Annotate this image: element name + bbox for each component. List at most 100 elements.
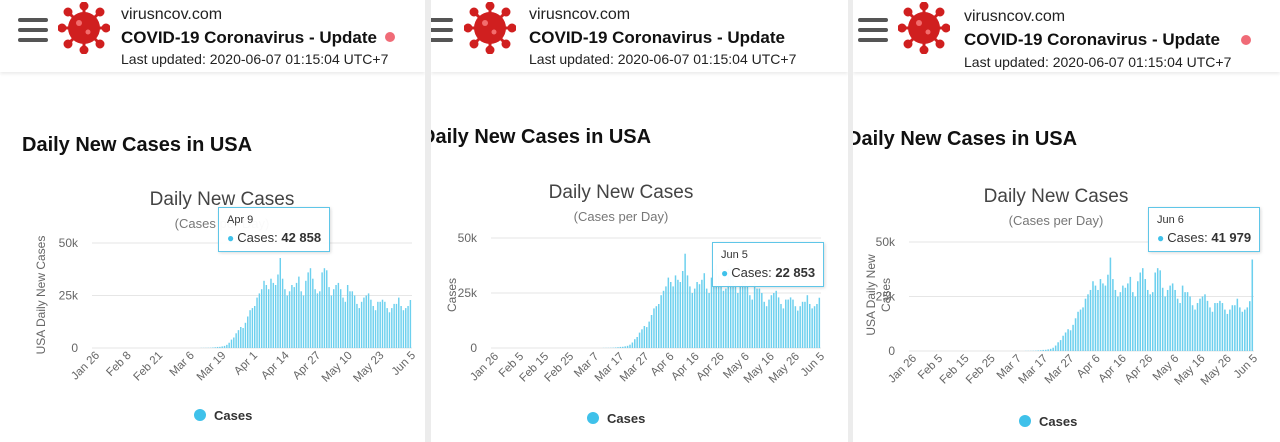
bar: [665, 286, 667, 348]
bar: [237, 330, 240, 348]
bar: [256, 297, 258, 348]
bar: [1166, 289, 1169, 351]
bar: [305, 280, 307, 348]
bar: [1211, 311, 1214, 351]
x-tick-label: Jun 5: [390, 350, 418, 378]
bar: [221, 346, 223, 348]
bar: [775, 290, 777, 348]
section-title: Daily New Cases in USA: [22, 134, 253, 156]
bar: [1109, 257, 1112, 351]
bar: [328, 287, 330, 348]
bar: [1124, 287, 1127, 351]
bar: [715, 264, 718, 348]
bar: [214, 347, 216, 348]
bar: [1074, 318, 1077, 351]
bar: [265, 285, 268, 348]
bar: [638, 332, 641, 348]
bar: [737, 293, 739, 348]
bar: [279, 258, 281, 348]
bar: [353, 295, 356, 348]
bar: [1117, 296, 1119, 351]
y-tick-label: 50k: [59, 236, 79, 250]
bar: [777, 297, 780, 348]
x-tick-label: Feb 25: [964, 353, 998, 387]
bar: [1214, 303, 1216, 351]
bar: [629, 344, 631, 348]
hamburger-menu-icon[interactable]: [858, 18, 888, 42]
last-updated: Last updated: 2020-06-07 01:15:04 UTC+7: [964, 54, 1232, 70]
y-axis-title: USA Daily New: [864, 254, 878, 336]
bar: [684, 253, 686, 348]
bar: [1204, 294, 1206, 351]
bar: [367, 293, 370, 348]
bar: [223, 345, 226, 348]
y-axis-title: USA Daily New Cases: [34, 236, 48, 355]
bar: [284, 289, 286, 348]
bar: [1246, 307, 1249, 351]
bar: [689, 286, 691, 348]
bar: [761, 293, 763, 348]
bar: [302, 295, 305, 348]
bar: [792, 299, 794, 348]
x-tick-label: Jun 5: [799, 351, 827, 379]
bar: [626, 345, 629, 348]
bar: [300, 291, 302, 348]
bar: [669, 282, 672, 348]
bar: [1077, 311, 1079, 351]
bar: [1112, 279, 1114, 351]
bar: [782, 308, 785, 348]
bar: [1102, 283, 1104, 351]
chart-tooltip: Jun 6 ● Cases: 41 979: [1148, 207, 1261, 252]
bar: [720, 286, 722, 348]
x-tick-label: May 23: [351, 350, 386, 385]
bar: [653, 308, 655, 348]
bar: [212, 347, 214, 348]
site-domain[interactable]: virusncov.com: [964, 8, 1066, 25]
bar: [316, 293, 319, 348]
bar: [1216, 303, 1219, 351]
bar: [686, 275, 689, 348]
bar: [349, 291, 351, 348]
bar: [398, 297, 400, 348]
app-title: COVID-19 Coronavirus - Update: [529, 28, 785, 47]
hamburger-menu-icon[interactable]: [431, 18, 453, 42]
bar: [1201, 296, 1204, 351]
x-tick-label: Apr 26: [694, 351, 726, 383]
bar: [307, 272, 309, 348]
hamburger-menu-icon[interactable]: [18, 18, 48, 42]
bar: [809, 304, 811, 348]
x-tick-label: Apr 27: [291, 350, 323, 382]
site-domain[interactable]: virusncov.com: [121, 6, 223, 23]
bar: [1224, 309, 1226, 351]
screenshot-panel-1: Daily New Cases(Cases per Day)025k50kUSA…: [0, 0, 425, 442]
bar: [391, 308, 393, 348]
bar: [658, 304, 660, 348]
bar: [1092, 281, 1094, 351]
bar: [1231, 305, 1234, 351]
bar: [1249, 301, 1251, 351]
app-title: COVID-19 Coronavirus - Update: [964, 30, 1220, 49]
chart-tooltip: Apr 9 ● Cases: 42 858: [218, 207, 331, 252]
bar: [1154, 272, 1156, 351]
bar: [1119, 292, 1122, 351]
chart-title: Daily New Cases: [549, 182, 694, 203]
bar: [247, 316, 249, 348]
bar: [674, 275, 677, 348]
bar: [335, 285, 337, 348]
bar: [1114, 289, 1117, 351]
screenshot-panel-2: Daily New Cases (Cases per Day) 0 25k 50k Cas…: [431, 0, 848, 442]
bar: [288, 291, 291, 348]
live-status-dot: [1241, 35, 1251, 45]
bar: [1069, 330, 1072, 351]
bar: [672, 286, 674, 348]
bar: [749, 295, 751, 348]
legend-label: Cases: [214, 408, 252, 423]
bar: [281, 278, 284, 348]
bar: [226, 344, 228, 348]
site-domain[interactable]: virusncov.com: [529, 6, 631, 23]
bar: [346, 285, 349, 348]
bar: [242, 328, 244, 348]
bar: [321, 272, 323, 348]
tooltip-date: Jun 6: [1157, 214, 1184, 226]
chart-subtitle: (Cases per Day): [1009, 213, 1104, 228]
